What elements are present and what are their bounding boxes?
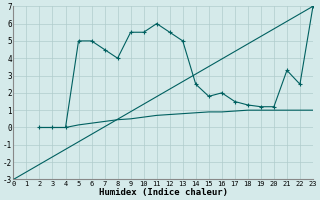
X-axis label: Humidex (Indice chaleur): Humidex (Indice chaleur)	[99, 188, 228, 197]
